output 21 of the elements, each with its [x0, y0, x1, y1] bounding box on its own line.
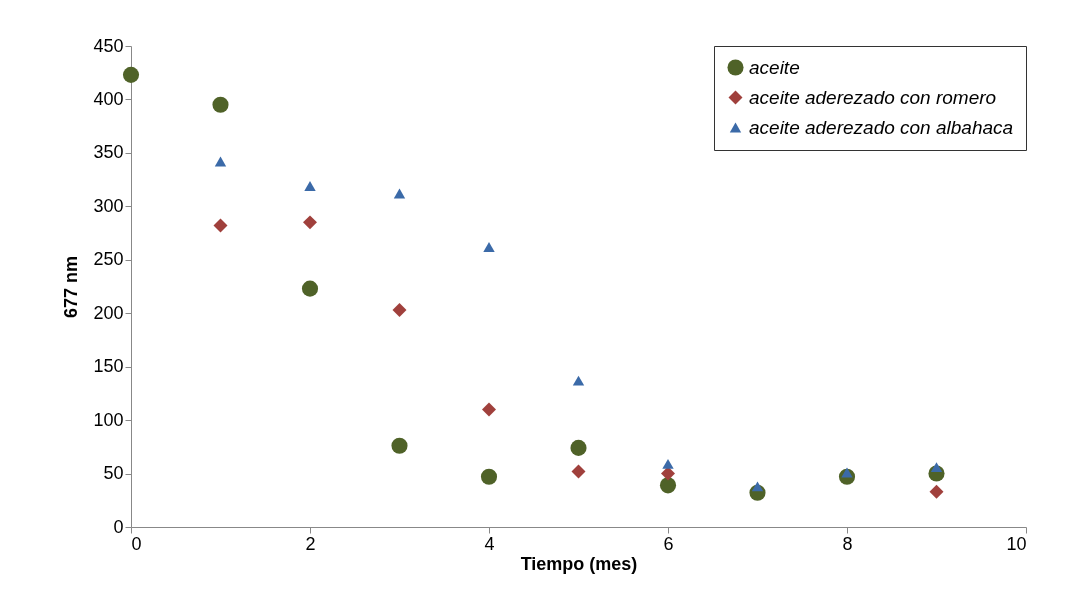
y-tick-label: 200: [93, 302, 124, 323]
y-tick-label: 250: [93, 249, 124, 270]
x-tick-label: 8: [842, 533, 853, 554]
x-tick-label: 6: [663, 533, 674, 554]
y-tick-label: 150: [93, 356, 124, 377]
y-tick-label: 300: [93, 195, 124, 216]
y-tick-label: 450: [93, 35, 124, 56]
x-tick-label: 10: [1006, 533, 1027, 554]
x-axis-title: Tiempo (mes): [520, 553, 638, 574]
x-tick-label: 4: [484, 533, 495, 554]
y-tick-label: 400: [93, 88, 124, 109]
y-tick-label: 0: [113, 516, 124, 537]
y-tick-label: 50: [103, 463, 124, 484]
legend-label: aceite: [749, 56, 800, 78]
y-tick-label: 100: [93, 409, 124, 430]
legend-label: aceite aderezado con romero: [749, 86, 997, 108]
x-tick-label: 0: [131, 533, 142, 554]
x-tick-label: 2: [305, 533, 316, 554]
y-axis-title: 677 nm: [61, 255, 82, 319]
legend-label: aceite aderezado con albahaca: [749, 116, 1014, 138]
y-tick-label: 350: [93, 142, 124, 163]
